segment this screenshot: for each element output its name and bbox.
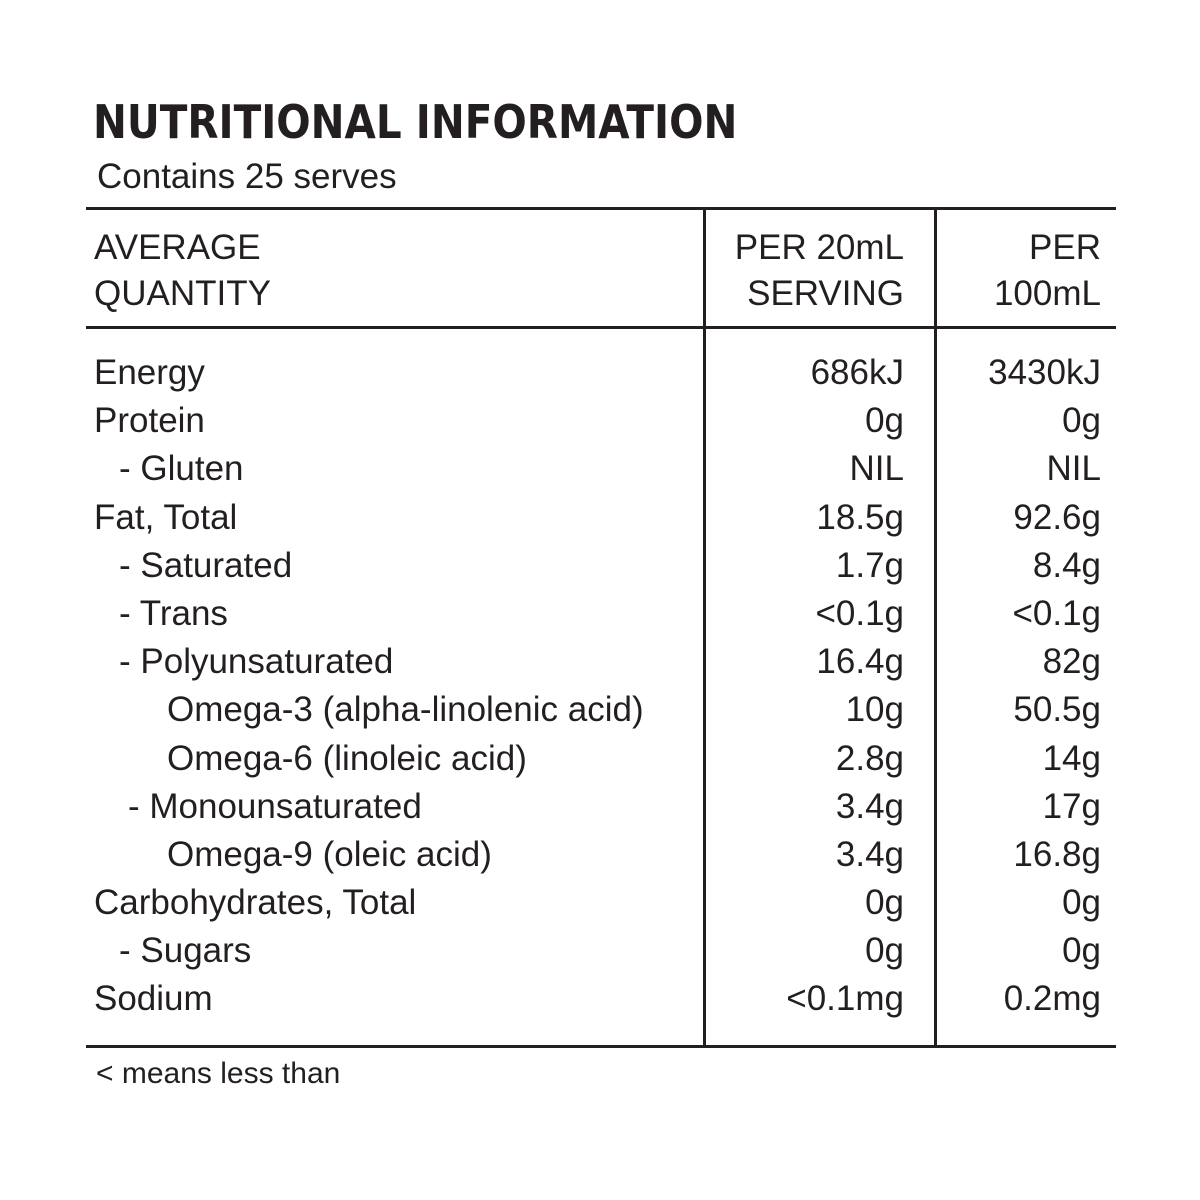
- row-label: Sodium: [94, 979, 213, 1019]
- row-per-serving: 686kJ: [810, 353, 904, 392]
- row-label: Energy: [94, 353, 205, 392]
- header-col3-line2: 100mL: [993, 274, 1101, 313]
- table-row: - Polyunsaturated 16.4g 82g: [0, 638, 1200, 686]
- row-label: - Monounsaturated: [128, 786, 422, 826]
- row-per-serving: 0g: [865, 883, 904, 923]
- row-per-100ml: 8.4g: [1032, 545, 1101, 585]
- row-label: - Saturated: [119, 545, 293, 585]
- row-per-100ml: 50.5g: [1013, 690, 1101, 730]
- row-label: - Polyunsaturated: [119, 642, 394, 682]
- row-per-100ml: 0g: [1062, 401, 1101, 441]
- header-col3-line1: PER: [1029, 228, 1101, 267]
- row-per-serving: 2.8g: [835, 738, 904, 778]
- row-per-100ml: 0g: [1062, 883, 1101, 923]
- row-label: - Trans: [119, 593, 228, 633]
- header-col1-line1: AVERAGE: [94, 228, 261, 267]
- row-per-100ml: 14g: [1042, 738, 1101, 778]
- row-label: Protein: [94, 401, 205, 441]
- table-row: - Monounsaturated 3.4g 17g: [0, 783, 1200, 831]
- header-per-serving: PER 20mL SERVING: [735, 225, 904, 317]
- header-col1-line2: QUANTITY: [94, 274, 271, 313]
- table-row: Omega-6 (linoleic acid) 2.8g 14g: [0, 735, 1200, 783]
- table-bottom-rule: [86, 1045, 1116, 1048]
- row-per-serving: 1.7g: [835, 545, 904, 585]
- row-per-serving: 0g: [865, 931, 904, 971]
- row-per-100ml: 82g: [1042, 642, 1101, 682]
- header-col2-line2: SERVING: [747, 274, 904, 313]
- header-per-100ml: PER 100mL: [994, 225, 1101, 317]
- row-per-serving: 16.4g: [816, 642, 904, 682]
- table-row: - Sugars 0g 0g: [0, 927, 1200, 975]
- row-per-serving: 3.4g: [835, 834, 904, 874]
- row-per-100ml: <0.1g: [1012, 593, 1101, 633]
- nutrition-table-body: Energy 686kJ 3430kJ Protein 0g 0g - Glut…: [0, 349, 1200, 1024]
- row-per-100ml: 0g: [1062, 931, 1101, 971]
- table-row: - Gluten NIL NIL: [0, 445, 1200, 493]
- table-row: Omega-3 (alpha-linolenic acid) 10g 50.5g: [0, 686, 1200, 734]
- table-row: Fat, Total 18.5g 92.6g: [0, 494, 1200, 542]
- table-row: - Trans <0.1g <0.1g: [0, 590, 1200, 638]
- serves-subtitle: Contains 25 serves: [97, 157, 397, 196]
- row-label: Omega-3 (alpha-linolenic acid): [167, 690, 644, 730]
- row-label: - Sugars: [119, 931, 252, 971]
- row-per-100ml: 0.2mg: [1003, 979, 1101, 1019]
- header-average-quantity: AVERAGE QUANTITY: [94, 225, 271, 317]
- page-title: NUTRITIONAL INFORMATION: [93, 95, 738, 149]
- row-per-100ml: 3430kJ: [988, 353, 1101, 392]
- row-label: Fat, Total: [94, 497, 238, 537]
- row-per-100ml: 17g: [1042, 786, 1101, 826]
- column-divider-2: [934, 208, 937, 1048]
- table-top-rule: [86, 207, 1116, 210]
- table-row: - Saturated 1.7g 8.4g: [0, 542, 1200, 590]
- row-per-serving: 0g: [865, 401, 904, 441]
- table-row: Sodium <0.1mg 0.2mg: [0, 975, 1200, 1023]
- row-per-serving: 3.4g: [835, 786, 904, 826]
- column-divider-1: [703, 208, 706, 1048]
- row-per-100ml: NIL: [1046, 449, 1101, 489]
- row-per-serving: <0.1g: [815, 593, 904, 633]
- row-label: Omega-9 (oleic acid): [167, 834, 492, 874]
- row-label: Carbohydrates, Total: [94, 883, 417, 923]
- table-row: Energy 686kJ 3430kJ: [0, 349, 1200, 397]
- row-per-serving: 10g: [845, 690, 904, 730]
- row-per-serving: 18.5g: [816, 497, 904, 537]
- header-divider-rule: [86, 326, 1116, 329]
- row-per-100ml: 16.8g: [1013, 834, 1101, 874]
- row-label: Omega-6 (linoleic acid): [167, 738, 527, 778]
- table-row: Protein 0g 0g: [0, 397, 1200, 445]
- header-col2-line1: PER 20mL: [734, 228, 904, 267]
- footnote: < means less than: [96, 1057, 341, 1090]
- table-row: Carbohydrates, Total 0g 0g: [0, 879, 1200, 927]
- table-row: Omega-9 (oleic acid) 3.4g 16.8g: [0, 831, 1200, 879]
- row-per-serving: NIL: [849, 449, 904, 489]
- row-label: - Gluten: [119, 449, 244, 489]
- row-per-100ml: 92.6g: [1013, 497, 1101, 537]
- row-per-serving: <0.1mg: [786, 979, 904, 1019]
